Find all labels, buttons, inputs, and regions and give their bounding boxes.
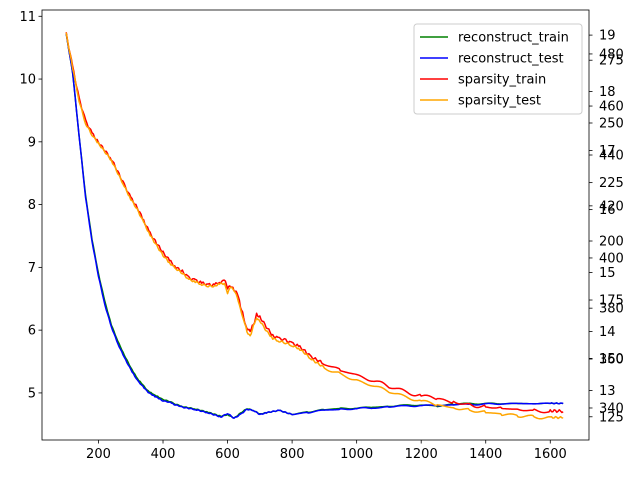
right-tick-label: 200 (599, 235, 624, 250)
x-tick-label: 800 (280, 447, 305, 462)
right-tick-label: 250 (599, 116, 624, 131)
right-tick-label: 125 (599, 410, 624, 425)
legend-box (413, 23, 583, 115)
series-layer (65, 32, 564, 420)
x-tick-label: 600 (215, 447, 240, 462)
y-tick-label: 6 (28, 324, 36, 339)
legend-label: sparsity_train (458, 73, 546, 88)
right-tick-label: 150 (599, 352, 624, 367)
x-tick-label: 400 (151, 447, 176, 462)
right-tick-label: 460 (599, 100, 624, 115)
right-tick-label: 360 (599, 353, 624, 368)
series-line-reconstruct-test (65, 33, 564, 419)
right-tick-label: 15 (599, 266, 616, 281)
legend-label: reconstruct_test (458, 52, 564, 67)
x-tick-label: 1600 (534, 447, 567, 462)
right-tick-label: 18 (599, 85, 616, 100)
right-tick-label: 13 (599, 384, 616, 399)
series-line-sparsity-test (65, 32, 564, 420)
right-tick-label: 340 (599, 401, 624, 416)
legend: reconstruct_train reconstruct_testsparsit… (413, 23, 583, 115)
y-tick-label: 8 (28, 198, 36, 213)
right-tick-label: 175 (599, 294, 624, 309)
legend-label: sparsity_test (458, 94, 541, 109)
right-tick-label: 440 (599, 149, 624, 164)
right-tick-label: 400 (599, 251, 624, 266)
x-tick-label: 200 (86, 447, 111, 462)
right-tick-label: 19 (599, 29, 616, 44)
right-tick-label: 16 (599, 203, 616, 218)
axes-layer: 200 400 600 800 1000 1200 1400 1600567891011194… (19, 9, 624, 462)
right-tick-label: 14 (599, 325, 616, 340)
x-tick-label: 1200 (405, 447, 438, 462)
legend-label: reconstruct_train (458, 31, 569, 46)
right-tick-label: 275 (599, 54, 624, 69)
x-tick-label: 1400 (469, 447, 502, 462)
plot-frame (41, 9, 590, 441)
y-tick-label: 10 (19, 73, 36, 88)
right-tick-label: 420 (599, 199, 624, 214)
y-tick-label: 9 (28, 135, 36, 150)
right-tick-label: 225 (599, 176, 624, 191)
right-tick-label: 480 (599, 47, 624, 62)
y-tick-label: 7 (28, 261, 36, 276)
y-tick-label: 5 (28, 386, 36, 401)
x-tick-label: 1000 (340, 447, 373, 462)
right-tick-label: 380 (599, 302, 624, 317)
right-tick-label: 17 (599, 144, 616, 159)
y-tick-label: 11 (19, 10, 36, 25)
